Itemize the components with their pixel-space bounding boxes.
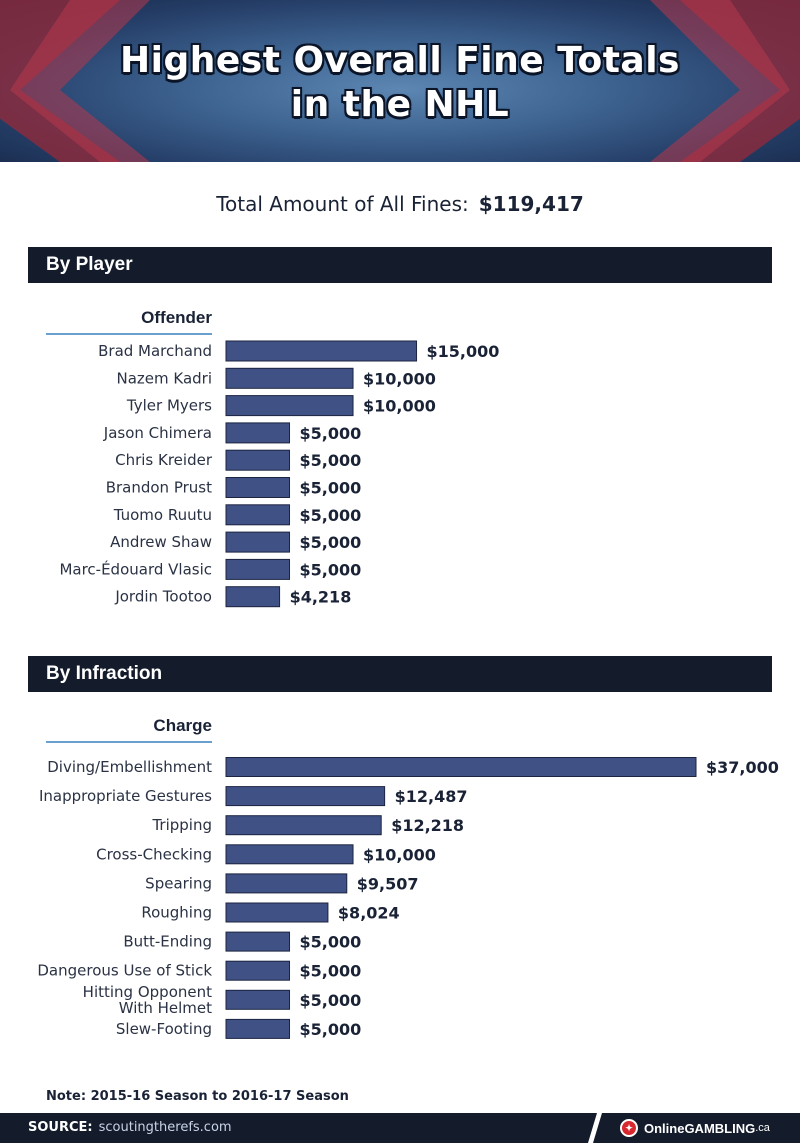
value-label: $4,218 — [290, 588, 352, 607]
category-label: Brad Marchand — [98, 342, 212, 360]
bar — [225, 367, 354, 389]
bar — [225, 558, 291, 580]
category-label: Inappropriate Gestures — [39, 787, 212, 805]
category-label: Cross-Checking — [96, 845, 212, 863]
category-label: Jordin Tootoo — [114, 588, 212, 606]
value-label: $12,487 — [395, 787, 468, 806]
value-label: $15,000 — [427, 342, 500, 361]
page-title-line-1: Highest Overall Fine Totals — [120, 40, 680, 81]
maple-leaf-icon: ✦ — [620, 1119, 638, 1137]
source-label: SOURCE: — [28, 1120, 93, 1135]
brand-suffix: .ca — [755, 1122, 770, 1134]
player-fines-chart: Brad Marchand $15,000 Nazem Kadri $10,000 Ty… — [59, 340, 500, 608]
infraction-fines-chart: Diving/Embellishment $37,000 Inappropriate… — [37, 757, 779, 1039]
category-label: Hitting Opponent With Helmet — [83, 983, 212, 1017]
footer-divider — [588, 1113, 602, 1143]
charge-column-header: Charge — [46, 716, 212, 743]
category-label: Spearing — [145, 874, 212, 892]
category-label: Tripping — [151, 816, 212, 834]
total-label: Total Amount of All Fines: — [216, 192, 469, 216]
total-value: $119,417 — [478, 192, 584, 216]
value-label: $5,000 — [300, 424, 362, 443]
bar — [225, 477, 291, 498]
value-label: $5,000 — [300, 451, 362, 470]
bar — [225, 873, 348, 894]
bar — [225, 395, 354, 417]
category-label: Marc-Édouard Vlasic — [59, 559, 212, 578]
bar — [225, 1018, 291, 1039]
category-label: Chris Kreider — [115, 451, 213, 469]
bar — [225, 931, 291, 952]
category-label: Nazem Kadri — [116, 369, 212, 387]
source-credit: SOURCE: scoutingtherefs.com — [28, 1120, 232, 1135]
page-title-line-2: in the NHL — [290, 84, 510, 125]
category-label: Butt-Ending — [123, 933, 212, 951]
category-label: Brandon Prust — [106, 479, 212, 497]
bar — [225, 786, 386, 807]
offender-column-header: Offender — [46, 308, 212, 335]
bar — [225, 449, 291, 471]
category-label: Tyler Myers — [126, 397, 212, 415]
bar — [225, 757, 697, 777]
value-label: $12,218 — [391, 816, 464, 835]
value-label: $8,024 — [338, 904, 400, 923]
category-label: Diving/Embellishment — [47, 758, 212, 776]
bar — [225, 989, 291, 1010]
category-label: Tuomo Ruutu — [113, 506, 212, 524]
brand-logo[interactable]: ✦ OnlineGAMBLING .ca — [620, 1118, 770, 1138]
brand-name: OnlineGAMBLING — [644, 1120, 756, 1136]
total-summary: Total Amount of All Fines: $119,417 — [0, 192, 800, 216]
bar — [225, 902, 329, 923]
bar — [225, 531, 291, 553]
value-label: $5,000 — [300, 506, 362, 525]
value-label: $5,000 — [300, 479, 362, 498]
category-label: Jason Chimera — [103, 424, 212, 442]
bar — [225, 504, 291, 526]
value-label: $10,000 — [363, 369, 436, 388]
bar — [225, 586, 281, 608]
value-label: $5,000 — [300, 533, 362, 552]
value-label: $10,000 — [363, 397, 436, 416]
category-label: Dangerous Use of Stick — [37, 962, 212, 980]
value-label: $10,000 — [363, 845, 436, 864]
value-label: $37,000 — [706, 758, 779, 777]
category-label: Andrew Shaw — [110, 533, 212, 551]
value-label: $5,000 — [300, 1020, 362, 1039]
bar — [225, 815, 382, 836]
footer-bar: SOURCE: scoutingtherefs.com ✦ OnlineGAMBL… — [0, 1113, 800, 1143]
value-label: $5,000 — [300, 962, 362, 981]
section-header-by-player: By Player — [28, 247, 772, 283]
value-label: $9,507 — [357, 874, 419, 893]
season-note: Note: 2015-16 Season to 2016-17 Season — [46, 1089, 349, 1104]
banner-decoration — [0, 0, 800, 162]
value-label: $5,000 — [300, 933, 362, 952]
header-banner: Highest Overall Fine Totals in the NHL — [0, 0, 800, 162]
bar — [225, 340, 418, 362]
source-link[interactable]: scoutingtherefs.com — [98, 1120, 232, 1135]
value-label: $5,000 — [300, 991, 362, 1010]
bar — [225, 844, 354, 865]
value-label: $5,000 — [300, 560, 362, 579]
section-header-by-infraction: By Infraction — [28, 656, 772, 692]
category-label: Roughing — [141, 904, 212, 922]
bar — [225, 960, 291, 981]
category-label: Slew-Footing — [116, 1020, 212, 1038]
bar — [225, 422, 291, 444]
